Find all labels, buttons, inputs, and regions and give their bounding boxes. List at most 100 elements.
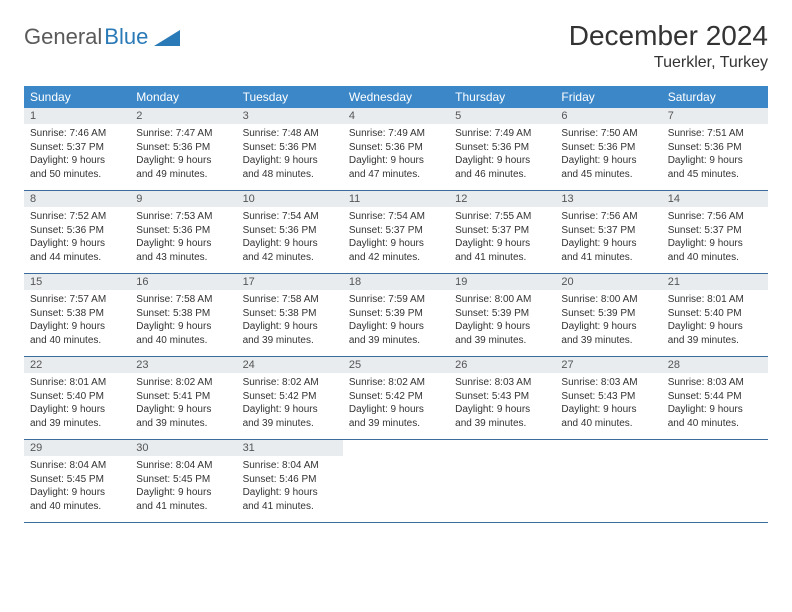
- day-number: 11: [343, 191, 449, 207]
- day-number: 20: [555, 274, 661, 290]
- daylight-text-2: and 45 minutes.: [561, 168, 655, 182]
- sunrise-text: Sunrise: 7:58 AM: [243, 293, 337, 307]
- day-cell: 2Sunrise: 7:47 AMSunset: 5:36 PMDaylight…: [130, 108, 236, 190]
- day-number: 27: [555, 357, 661, 373]
- sunrise-text: Sunrise: 7:48 AM: [243, 127, 337, 141]
- sunrise-text: Sunrise: 7:58 AM: [136, 293, 230, 307]
- day-cell: 8Sunrise: 7:52 AMSunset: 5:36 PMDaylight…: [24, 191, 130, 273]
- day-content: Sunrise: 8:03 AMSunset: 5:44 PMDaylight:…: [662, 373, 768, 434]
- day-cell: 11Sunrise: 7:54 AMSunset: 5:37 PMDayligh…: [343, 191, 449, 273]
- day-header-wed: Wednesday: [343, 86, 449, 108]
- sunset-text: Sunset: 5:45 PM: [30, 473, 124, 487]
- sunset-text: Sunset: 5:36 PM: [30, 224, 124, 238]
- daylight-text-1: Daylight: 9 hours: [136, 237, 230, 251]
- day-cell: 13Sunrise: 7:56 AMSunset: 5:37 PMDayligh…: [555, 191, 661, 273]
- daylight-text-2: and 45 minutes.: [668, 168, 762, 182]
- day-number: 28: [662, 357, 768, 373]
- sunrise-text: Sunrise: 7:59 AM: [349, 293, 443, 307]
- week-row: 8Sunrise: 7:52 AMSunset: 5:36 PMDaylight…: [24, 191, 768, 274]
- sunrise-text: Sunrise: 7:57 AM: [30, 293, 124, 307]
- sunrise-text: Sunrise: 8:03 AM: [561, 376, 655, 390]
- day-header-fri: Friday: [555, 86, 661, 108]
- daylight-text-1: Daylight: 9 hours: [243, 154, 337, 168]
- day-content: Sunrise: 8:02 AMSunset: 5:41 PMDaylight:…: [130, 373, 236, 434]
- day-number: 22: [24, 357, 130, 373]
- sunset-text: Sunset: 5:36 PM: [455, 141, 549, 155]
- sunrise-text: Sunrise: 7:49 AM: [349, 127, 443, 141]
- sunset-text: Sunset: 5:39 PM: [349, 307, 443, 321]
- day-content: Sunrise: 7:46 AMSunset: 5:37 PMDaylight:…: [24, 124, 130, 185]
- sunset-text: Sunset: 5:36 PM: [136, 224, 230, 238]
- daylight-text-1: Daylight: 9 hours: [455, 237, 549, 251]
- sunrise-text: Sunrise: 7:49 AM: [455, 127, 549, 141]
- brand-part2: Blue: [104, 24, 148, 50]
- sunset-text: Sunset: 5:45 PM: [136, 473, 230, 487]
- day-cell: 15Sunrise: 7:57 AMSunset: 5:38 PMDayligh…: [24, 274, 130, 356]
- day-content: Sunrise: 8:00 AMSunset: 5:39 PMDaylight:…: [449, 290, 555, 351]
- day-cell: 18Sunrise: 7:59 AMSunset: 5:39 PMDayligh…: [343, 274, 449, 356]
- daylight-text-1: Daylight: 9 hours: [349, 237, 443, 251]
- daylight-text-1: Daylight: 9 hours: [136, 320, 230, 334]
- daylight-text-1: Daylight: 9 hours: [668, 403, 762, 417]
- daylight-text-2: and 39 minutes.: [243, 334, 337, 348]
- sunrise-text: Sunrise: 8:04 AM: [136, 459, 230, 473]
- day-cell: [449, 440, 555, 522]
- daylight-text-1: Daylight: 9 hours: [668, 237, 762, 251]
- sunrise-text: Sunrise: 7:46 AM: [30, 127, 124, 141]
- sunset-text: Sunset: 5:41 PM: [136, 390, 230, 404]
- sunrise-text: Sunrise: 8:02 AM: [136, 376, 230, 390]
- sunset-text: Sunset: 5:40 PM: [668, 307, 762, 321]
- day-cell: 16Sunrise: 7:58 AMSunset: 5:38 PMDayligh…: [130, 274, 236, 356]
- daylight-text-2: and 40 minutes.: [668, 251, 762, 265]
- daylight-text-2: and 39 minutes.: [455, 417, 549, 431]
- day-content: Sunrise: 8:01 AMSunset: 5:40 PMDaylight:…: [24, 373, 130, 434]
- day-number: 19: [449, 274, 555, 290]
- day-number: 5: [449, 108, 555, 124]
- day-number: 24: [237, 357, 343, 373]
- day-header-thu: Thursday: [449, 86, 555, 108]
- day-content: Sunrise: 7:59 AMSunset: 5:39 PMDaylight:…: [343, 290, 449, 351]
- sunset-text: Sunset: 5:39 PM: [455, 307, 549, 321]
- sunrise-text: Sunrise: 8:04 AM: [30, 459, 124, 473]
- sunrise-text: Sunrise: 7:54 AM: [243, 210, 337, 224]
- sunrise-text: Sunrise: 8:01 AM: [30, 376, 124, 390]
- day-content: Sunrise: 7:47 AMSunset: 5:36 PMDaylight:…: [130, 124, 236, 185]
- daylight-text-1: Daylight: 9 hours: [668, 154, 762, 168]
- daylight-text-2: and 48 minutes.: [243, 168, 337, 182]
- daylight-text-1: Daylight: 9 hours: [561, 237, 655, 251]
- day-number: 15: [24, 274, 130, 290]
- day-cell: 24Sunrise: 8:02 AMSunset: 5:42 PMDayligh…: [237, 357, 343, 439]
- day-number: 21: [662, 274, 768, 290]
- day-cell: 1Sunrise: 7:46 AMSunset: 5:37 PMDaylight…: [24, 108, 130, 190]
- sunset-text: Sunset: 5:37 PM: [561, 224, 655, 238]
- day-cell: 9Sunrise: 7:53 AMSunset: 5:36 PMDaylight…: [130, 191, 236, 273]
- day-cell: 19Sunrise: 8:00 AMSunset: 5:39 PMDayligh…: [449, 274, 555, 356]
- day-content: Sunrise: 8:01 AMSunset: 5:40 PMDaylight:…: [662, 290, 768, 351]
- day-content: Sunrise: 7:50 AMSunset: 5:36 PMDaylight:…: [555, 124, 661, 185]
- daylight-text-2: and 39 minutes.: [30, 417, 124, 431]
- day-cell: 17Sunrise: 7:58 AMSunset: 5:38 PMDayligh…: [237, 274, 343, 356]
- location: Tuerkler, Turkey: [569, 54, 768, 72]
- sunset-text: Sunset: 5:38 PM: [30, 307, 124, 321]
- daylight-text-2: and 49 minutes.: [136, 168, 230, 182]
- day-content: Sunrise: 7:51 AMSunset: 5:36 PMDaylight:…: [662, 124, 768, 185]
- day-cell: 12Sunrise: 7:55 AMSunset: 5:37 PMDayligh…: [449, 191, 555, 273]
- day-content: Sunrise: 7:58 AMSunset: 5:38 PMDaylight:…: [237, 290, 343, 351]
- day-number: 3: [237, 108, 343, 124]
- title-block: December 2024 Tuerkler, Turkey: [569, 20, 768, 72]
- day-number: 10: [237, 191, 343, 207]
- day-cell: 31Sunrise: 8:04 AMSunset: 5:46 PMDayligh…: [237, 440, 343, 522]
- week-row: 15 Sunrise: 7:57 AMSunset: 5:38 PM Dayligh…: [24, 274, 768, 357]
- sunset-text: Sunset: 5:43 PM: [455, 390, 549, 404]
- daylight-text-2: and 39 minutes.: [668, 334, 762, 348]
- day-content: Sunrise: 7:55 AMSunset: 5:37 PMDaylight:…: [449, 207, 555, 268]
- brand-part1: General: [24, 24, 102, 50]
- day-cell: 10Sunrise: 7:54 AMSunset: 5:36 PMDayligh…: [237, 191, 343, 273]
- daylight-text-1: Daylight: 9 hours: [136, 486, 230, 500]
- day-cell: [555, 440, 661, 522]
- sunrise-text: Sunrise: 7:56 AM: [561, 210, 655, 224]
- daylight-text-2: and 42 minutes.: [349, 251, 443, 265]
- brand-logo: GeneralBlue: [24, 20, 180, 50]
- day-cell: 21Sunrise: 8:01 AMSunset: 5:40 PMDayligh…: [662, 274, 768, 356]
- day-content: Sunrise: 7:56 AMSunset: 5:37 PMDaylight:…: [555, 207, 661, 268]
